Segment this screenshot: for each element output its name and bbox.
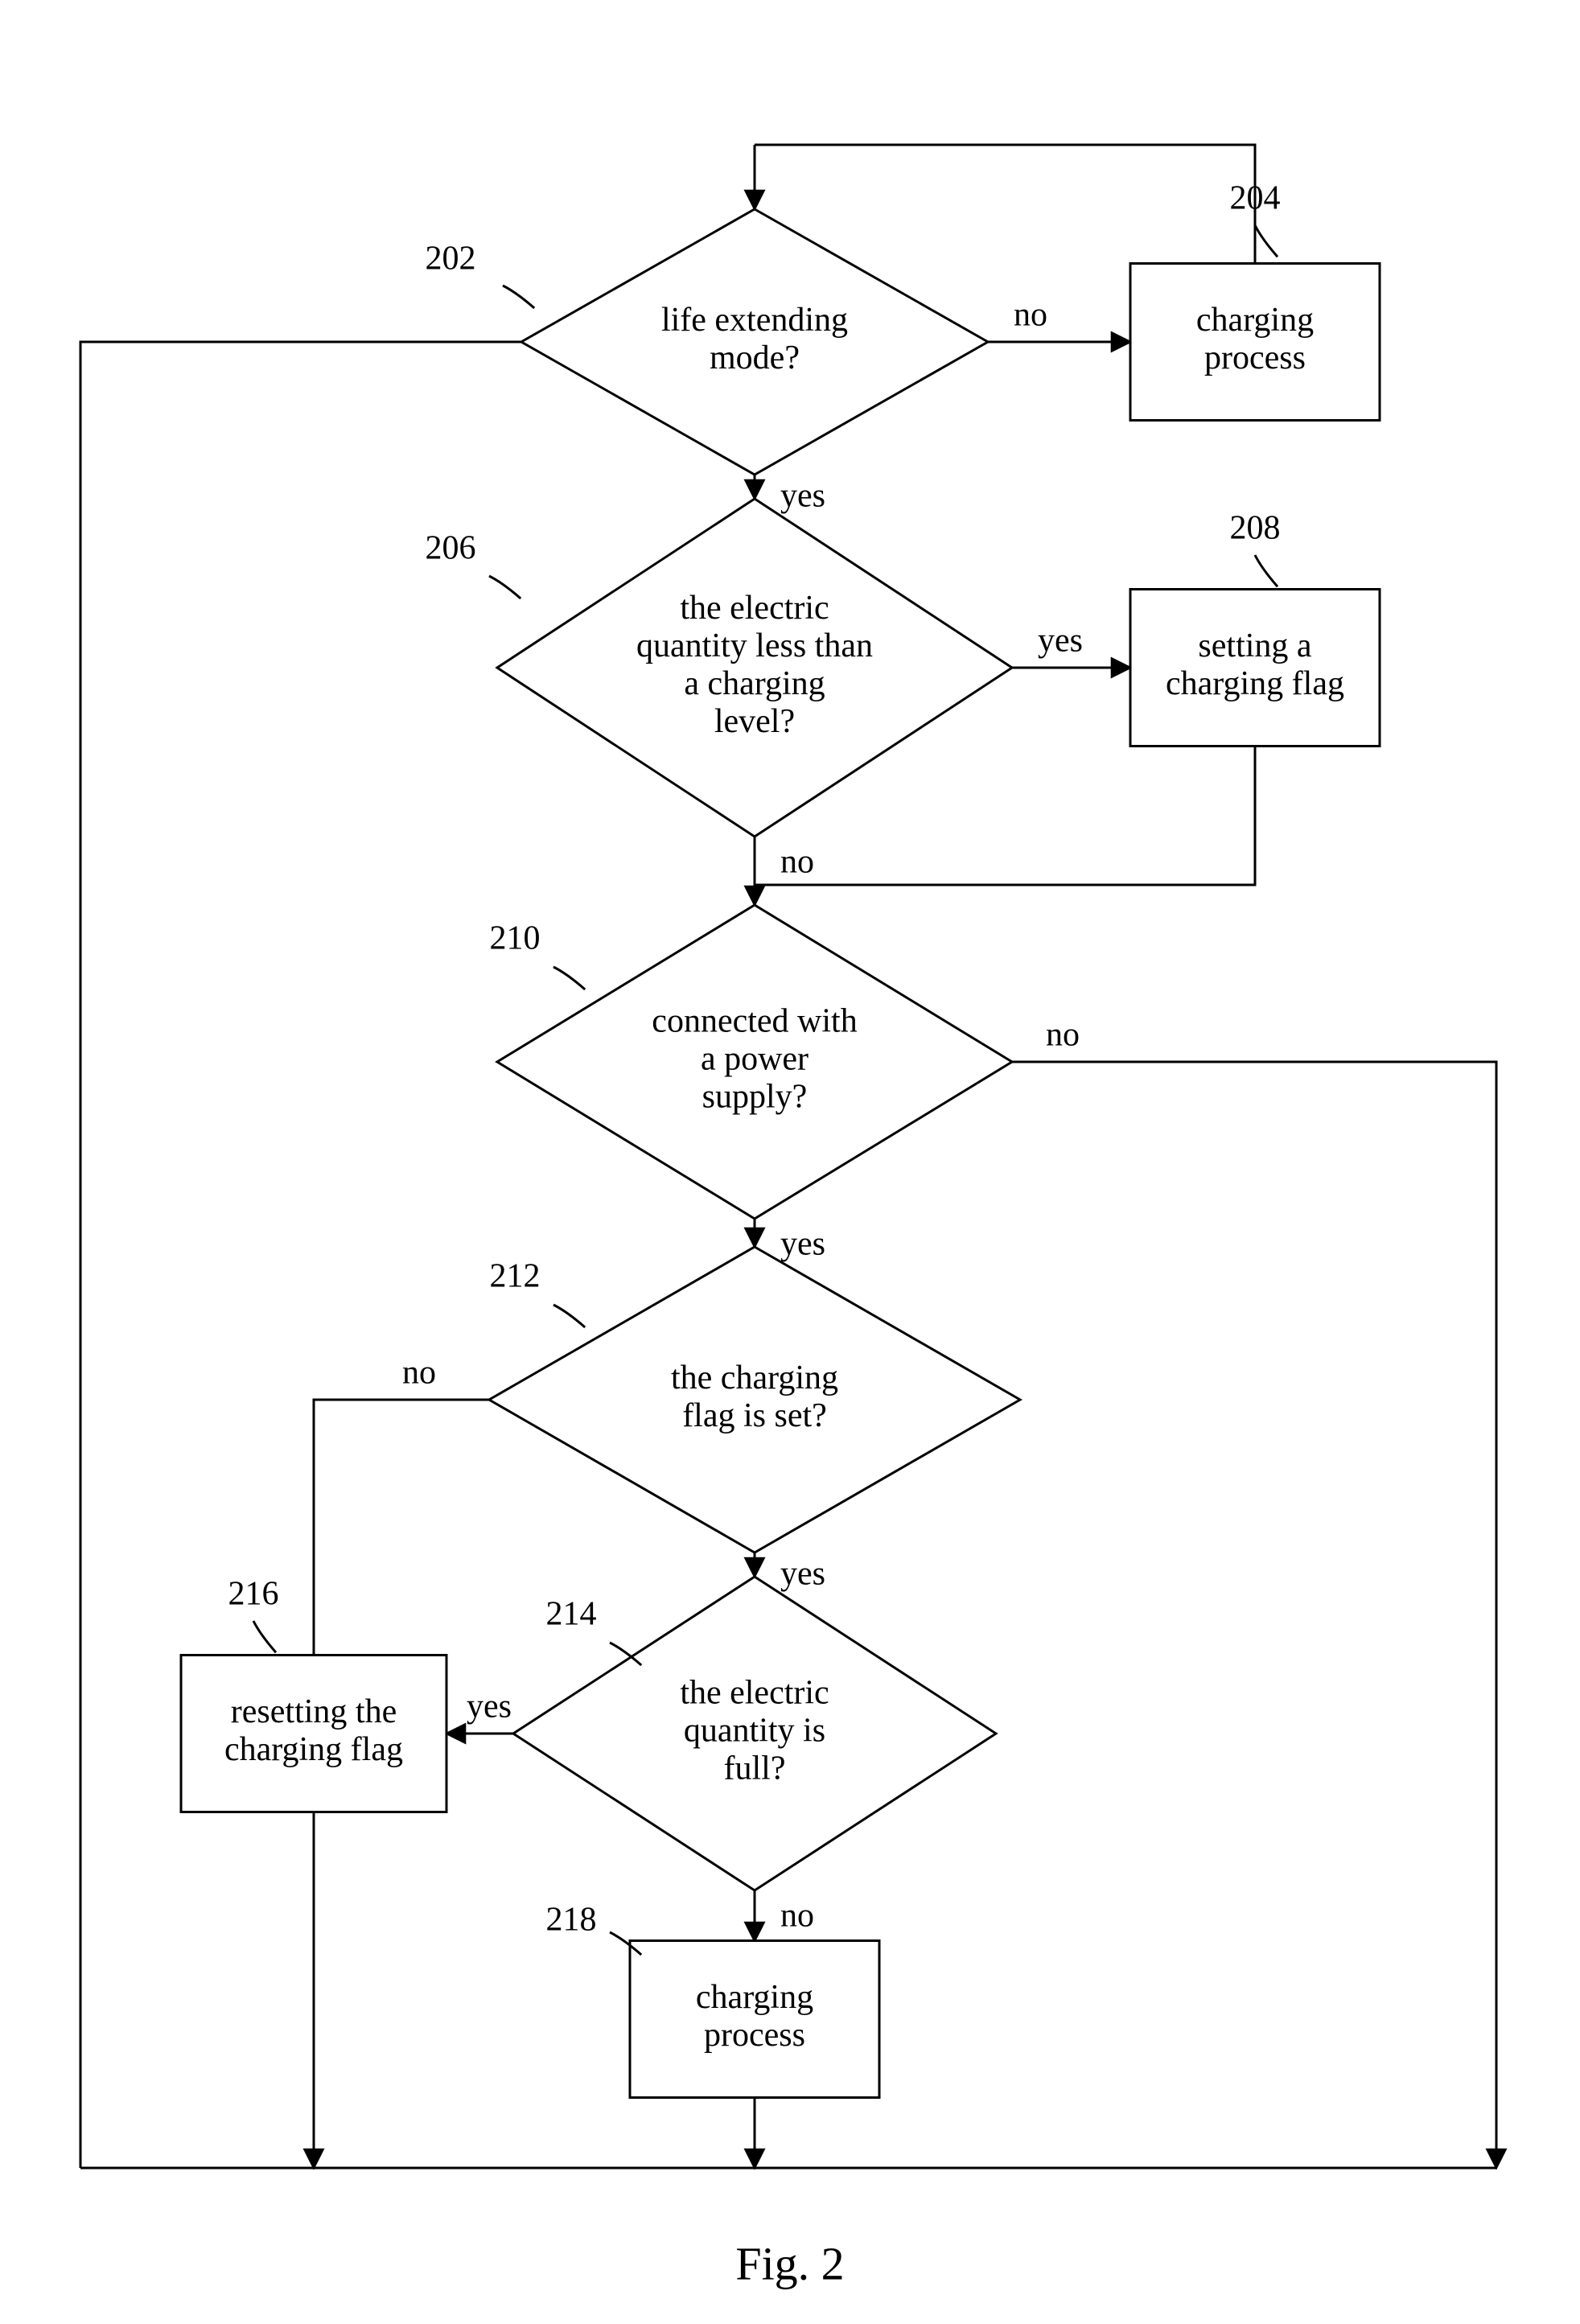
edge-label-e210_212: yes [780,1226,825,1263]
ref-label-218: 218 [546,1902,597,1939]
node-text-n218-l0: charging [696,1979,813,2016]
ref-tick-202 [503,286,534,308]
edge-e_left_up [80,342,521,2168]
ref-tick-204 [1255,225,1278,257]
ref-tick-216 [253,1621,276,1652]
node-text-n208-l1: charging flag [1166,665,1344,702]
ref-label-214: 214 [546,1596,597,1633]
node-text-n214-l0: the electric [680,1675,829,1712]
node-text-n210-l2: supply? [702,1079,808,1116]
nodes-layer: life extendingmode?202chargingprocess204… [181,180,1380,2098]
node-text-n210-l0: connected with [652,1003,857,1040]
node-n206: the electricquantity less thana charging… [426,499,1013,837]
ref-tick-206 [489,576,520,598]
edge-label-e206_208: yes [1038,623,1083,660]
node-text-n206-l2: a charging [684,665,825,702]
node-text-n208-l0: setting a [1198,627,1311,664]
node-text-n204-l0: charging [1196,302,1314,339]
node-text-n218-l1: process [704,2017,805,2054]
edge-e204_loop [755,145,1255,264]
ref-tick-210 [553,967,585,989]
node-n208: setting acharging flag 208 [1130,510,1380,747]
node-text-n212-l1: flag is set? [682,1397,827,1434]
node-n214: the electricquantity isfull? 214 [513,1577,996,1890]
node-n218: chargingprocess 218 [546,1902,880,2098]
edge-label-e210_right_no: no [1046,1017,1080,1054]
edge-e210_right_no [1012,1062,1496,2168]
edge-label-e214_218: no [780,1898,814,1935]
ref-label-216: 216 [228,1576,279,1613]
ref-label-208: 208 [1230,510,1281,547]
node-text-n202-l1: mode? [710,339,800,376]
node-text-n206-l0: the electric [680,590,829,627]
ref-tick-212 [553,1305,585,1327]
ref-label-202: 202 [426,241,476,278]
edge-label-e212_214: yes [780,1556,825,1593]
edge-label-e202_204: no [1014,297,1047,334]
node-text-n216-l0: resetting the [231,1693,397,1730]
node-text-n214-l2: full? [724,1750,786,1787]
node-text-n216-l1: charging flag [224,1731,403,1768]
edge-label-e214_216: yes [467,1688,512,1726]
node-text-n210-l1: a power [701,1041,809,1078]
node-text-n214-l1: quantity is [684,1713,825,1750]
node-text-n206-l3: level? [714,703,795,740]
node-text-n206-l1: quantity less than [636,627,873,664]
ref-tick-208 [1255,555,1278,586]
figure-caption: Fig. 2 [735,2237,844,2289]
node-text-n204-l1: process [1204,339,1306,376]
ref-label-204: 204 [1230,180,1281,217]
ref-label-206: 206 [426,530,476,567]
node-text-n212-l0: the charging [671,1359,838,1396]
node-n212: the chargingflag is set? 212 [489,1247,1020,1553]
node-text-n202-l0: life extending [661,302,848,339]
ref-label-212: 212 [490,1258,541,1295]
node-n204: chargingprocess 204 [1130,180,1380,421]
edge-label-e206_210: no [780,844,814,881]
ref-label-210: 210 [490,920,541,957]
edge-e212_no [314,1400,489,1656]
edge-label-e212_no: no [402,1355,436,1392]
node-n210: connected witha powersupply? 210 [490,905,1013,1219]
edge-label-e202_206: yes [780,478,825,515]
